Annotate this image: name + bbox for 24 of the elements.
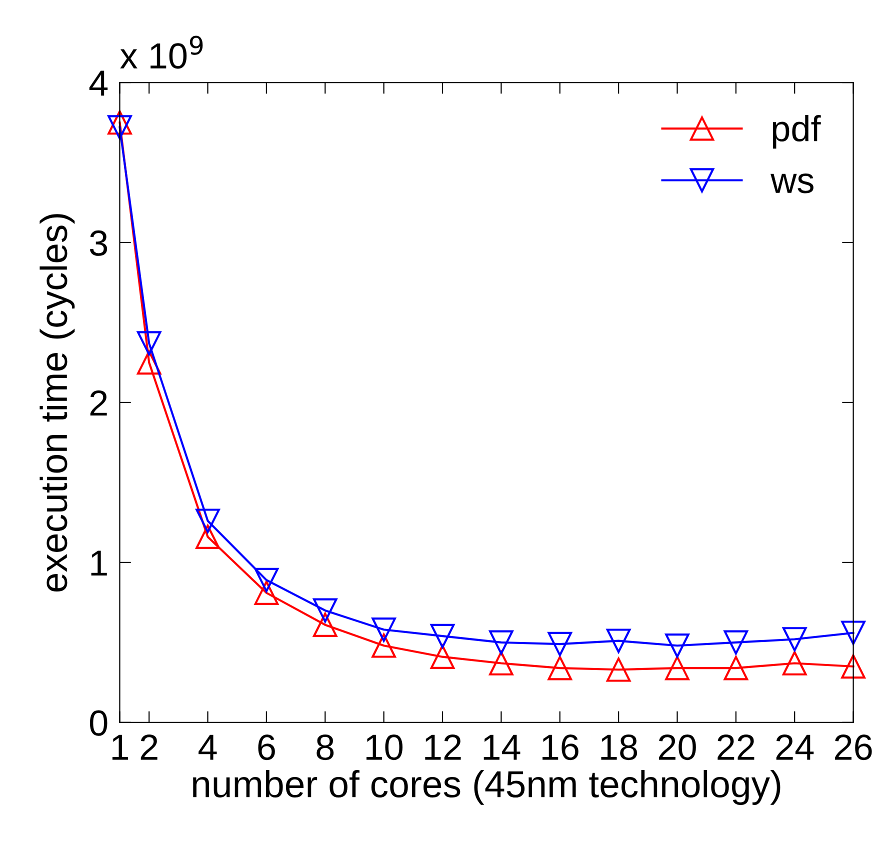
x-tick-label: 24 — [776, 734, 814, 760]
x-tick-label: 22 — [718, 734, 754, 760]
x-tick-label: 26 — [835, 734, 872, 760]
x-tick-label: 1 — [112, 734, 128, 760]
x-tick-label: 18 — [601, 734, 638, 760]
y-tick-label: 4 — [89, 70, 108, 96]
y-tick-label: 0 — [90, 710, 108, 736]
y-axis-title: execution time (cycles) — [40, 214, 75, 592]
y-tick-label: 1 — [91, 550, 107, 576]
legend-label: ws — [770, 174, 814, 194]
y-tick-label: 3 — [90, 230, 108, 256]
x-tick-label: 16 — [542, 734, 578, 760]
x-tick-label: 20 — [658, 734, 696, 760]
x-tick-label: 4 — [198, 734, 217, 760]
text: x 10$^{9}$ — [120, 36, 203, 69]
x-tick-label: 8 — [316, 734, 334, 760]
x-tick-label: 2 — [140, 734, 158, 760]
y-tick-label: 2 — [90, 390, 107, 416]
legend-label: pdf — [772, 115, 821, 149]
x-tick-label: 6 — [258, 734, 275, 760]
x-axis-title: number of cores (45nm technology) — [193, 770, 780, 805]
x-tick-label: 14 — [484, 734, 520, 760]
x-tick-label: 12 — [425, 734, 461, 760]
x-tick-label: 10 — [366, 734, 402, 760]
